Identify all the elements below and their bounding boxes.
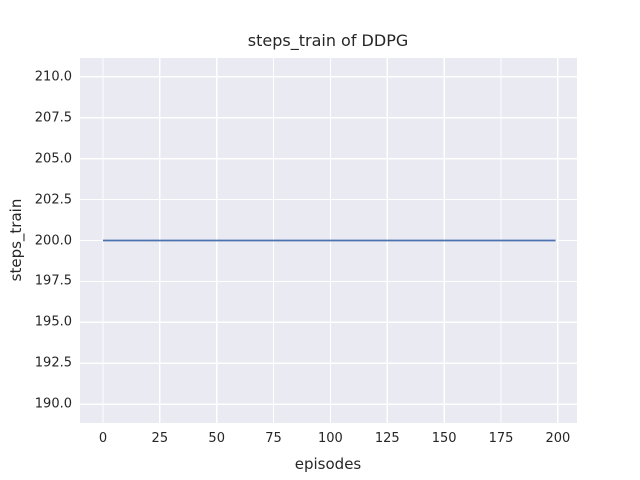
y-tick-label: 197.5 — [34, 273, 72, 289]
y-tick-label: 210.0 — [34, 69, 72, 85]
x-tick-label: 50 — [208, 431, 225, 446]
plot-area — [80, 58, 577, 423]
x-tick-label: 175 — [488, 431, 514, 446]
y-axis-label: steps_train — [7, 198, 25, 282]
x-tick-label: 25 — [151, 431, 169, 446]
y-tick-label: 205.0 — [34, 151, 72, 167]
x-tick-label: 200 — [545, 431, 571, 446]
chart-title: steps_train of DDPG — [247, 31, 409, 50]
x-tick-label: 0 — [98, 431, 108, 446]
x-tick-label: 150 — [431, 431, 457, 446]
y-tick-label: 207.5 — [34, 110, 72, 126]
x-axis-label: episodes — [294, 455, 362, 473]
x-tick-label: 75 — [265, 431, 282, 446]
y-tick-label: 195.0 — [34, 314, 72, 330]
y-tick-label: 190.0 — [34, 396, 72, 412]
x-tick-label: 125 — [374, 431, 400, 446]
x-tick-label: 100 — [318, 431, 343, 446]
plot-canvas — [80, 58, 577, 423]
y-tick-label: 202.5 — [34, 192, 72, 208]
y-tick-label: 192.5 — [34, 355, 72, 371]
y-tick-label: 200.0 — [34, 233, 72, 248]
